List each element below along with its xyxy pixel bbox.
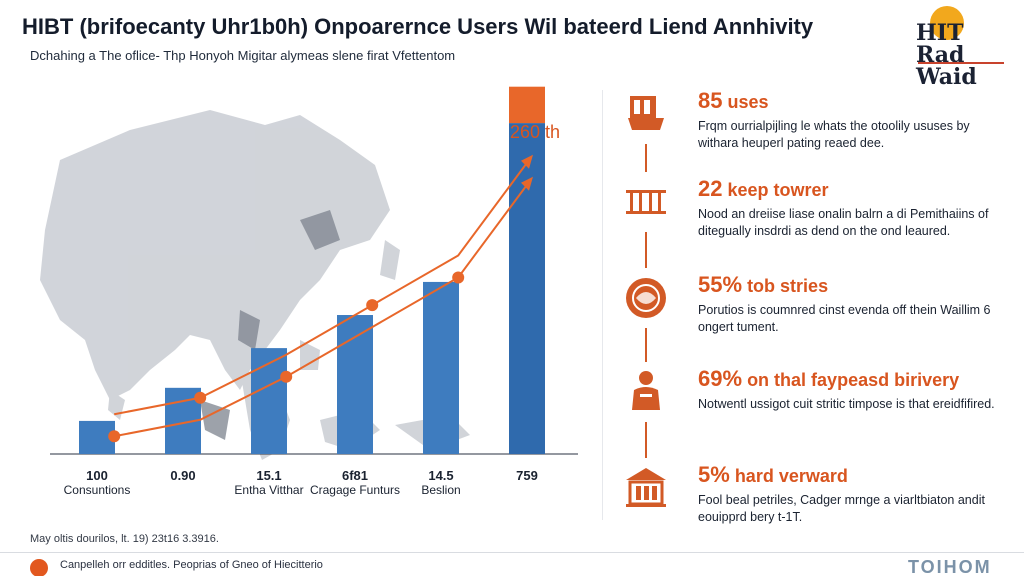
x-tick-label: Beslion	[421, 483, 461, 497]
stat-headline-text: tob stries	[747, 276, 829, 296]
stat-connector-line	[645, 232, 647, 268]
x-tick-label: Consuntions	[63, 483, 131, 497]
x-tick-4: 14.5 Beslion	[386, 468, 496, 498]
bar-highlight-cap	[509, 86, 545, 124]
stat-headline-text: hard verward	[734, 466, 848, 486]
trend-point-4	[452, 271, 465, 284]
bar-4	[423, 281, 459, 454]
x-tick-value: 100	[86, 468, 108, 483]
trend-point-0	[108, 430, 121, 443]
trend-arrowhead-0	[521, 154, 533, 169]
globe-icon	[620, 272, 672, 324]
bars-layer	[79, 86, 545, 454]
stat-headline: 55% tob stries	[698, 272, 828, 298]
trend-line-lower	[114, 184, 528, 438]
footer-logo-icon	[30, 559, 48, 576]
x-tick-3: 6f81 Cragage Funturs	[300, 468, 410, 498]
person-icon	[620, 366, 672, 418]
stat-headline-text: uses	[727, 92, 769, 112]
stat-number: 22	[698, 176, 723, 201]
growth-chart: 260 th	[40, 86, 578, 460]
footer-bar: Canpelleh orr edditles. Peoprias of Gneo…	[0, 552, 1024, 576]
stat-headline: 22 keep towrer	[698, 176, 829, 202]
panel-divider	[602, 90, 603, 520]
map-dark-regions	[200, 210, 340, 440]
bar-2	[251, 348, 287, 454]
stat-description: Porutios is coumnred cinst evenda off th…	[698, 303, 991, 334]
bar-3	[337, 315, 373, 454]
x-tick-value: 15.1	[256, 468, 282, 483]
logo-text: HIT Rad Waid	[916, 20, 977, 90]
x-tick-value: 759	[516, 468, 538, 483]
stat-number: 69%	[698, 366, 743, 391]
stat-headline: 5% hard verward	[698, 462, 848, 488]
building-icon	[620, 88, 672, 140]
x-tick-label: Entha Vitthar	[234, 483, 304, 497]
trend-point-3	[366, 299, 379, 312]
stat-description: Nood an dreiise liase onalin balrn a di …	[698, 207, 989, 238]
x-tick-5: 759	[472, 468, 582, 483]
trend-point-1	[194, 391, 207, 404]
stat-headline-text: keep towrer	[727, 180, 829, 200]
stat-number: 55%	[698, 272, 743, 297]
x-tick-value: 14.5	[428, 468, 454, 483]
trend-point-2	[280, 370, 293, 383]
x-tick-label: Cragage Funturs	[309, 483, 401, 497]
stat-number: 5%	[698, 462, 730, 487]
footer-brand: TOIHOM	[908, 557, 992, 576]
stat-number: 85	[698, 88, 723, 113]
x-tick-1: 0.90	[128, 468, 238, 483]
stat-connector-line	[645, 144, 647, 172]
page-title: HIBT (brifoecanty Uhr1b0h) Onpoarernce U…	[22, 14, 814, 39]
stat-connector-line	[645, 422, 647, 458]
trend-layer	[108, 154, 533, 443]
highlight-value-label: 260 th	[510, 122, 560, 142]
logo-sun-icon	[930, 6, 964, 40]
columns-icon	[620, 176, 672, 228]
stat-connector-line	[645, 328, 647, 362]
trend-arrowhead-1	[521, 176, 533, 191]
x-tick-value: 0.90	[170, 468, 196, 483]
footer-text: Canpelleh orr edditles. Peoprias of Gneo…	[60, 559, 323, 571]
temple-icon	[620, 462, 672, 514]
stat-headline: 69% on thal faypeasd birivery	[698, 366, 959, 392]
page-subtitle: Dchahing a The oflice- Thp Honyoh Migita…	[30, 48, 456, 63]
stat-description: Frqm ourrialpijling le whats the otoolil…	[698, 119, 970, 150]
logo-underline	[918, 62, 1004, 64]
x-tick-2: 15.1 Entha Vitthar	[214, 468, 324, 498]
stat-description: Notwentl ussigot cuit stritic timpose is…	[698, 397, 995, 411]
x-tick-value: 6f81	[341, 468, 369, 483]
x-tick-0: 100 Consuntions	[42, 468, 152, 498]
stat-description: Fool beal petriles, Cadger mrnge a viarl…	[698, 493, 985, 524]
footnote: May oltis dourilos, lt. 19) 23t16 3.3916…	[30, 533, 219, 545]
trend-line-upper	[114, 162, 528, 416]
bar-5	[509, 123, 545, 454]
stat-headline-text: on thal faypeasd birivery	[747, 370, 960, 390]
stat-headline: 85 uses	[698, 88, 769, 114]
brand-logo: HIT Rad Waid	[912, 4, 1012, 88]
